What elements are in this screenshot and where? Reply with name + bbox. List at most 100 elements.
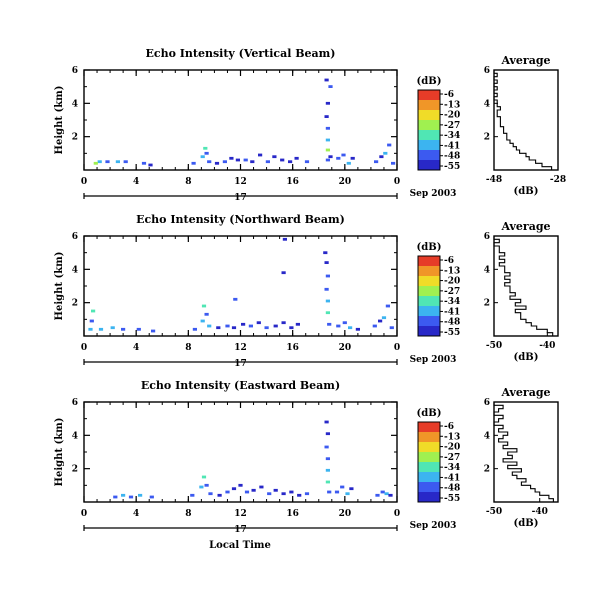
colorbar-frame [417, 255, 441, 337]
echo-cell [348, 326, 353, 330]
colorbar-tick-label: -6 [444, 422, 454, 432]
y-tick-label: 2 [72, 465, 78, 475]
y-tick-label: 4 [72, 265, 78, 275]
echo-cell [248, 324, 253, 328]
echo-cell [98, 327, 104, 331]
echo-cell [281, 271, 286, 275]
echo-cell [372, 324, 377, 328]
echo-cell [141, 161, 147, 165]
echo-cell [272, 155, 277, 159]
day-label: 17 [234, 193, 247, 203]
x-tick-label: 12 [234, 343, 247, 353]
echo-cell [378, 319, 383, 323]
average-title: Average [500, 386, 550, 399]
colorbar-band [418, 316, 440, 327]
echo-cell [148, 163, 153, 167]
echo-cell [374, 160, 379, 164]
x-tick-label: 4 [133, 509, 139, 519]
echo-cell [281, 492, 286, 496]
colorbar-tick-label: -20 [444, 277, 460, 287]
echo-cell [391, 161, 396, 165]
echo-cell [229, 156, 234, 160]
echo-cell [251, 488, 256, 492]
echo-cell [327, 490, 332, 494]
echo-cell [113, 495, 118, 499]
echo-cell [256, 321, 261, 325]
average-x-axis-label: (dB) [514, 352, 539, 363]
x-tick-label: 0 [394, 177, 400, 187]
x-tick-label: 4 [133, 177, 139, 187]
day-label: 17 [234, 525, 247, 535]
colorbar-unit: (dB) [417, 242, 442, 253]
average-y-tick-label: 6 [484, 232, 490, 242]
echo-cell [294, 156, 299, 160]
echo-cell [217, 493, 222, 497]
echo-cell [151, 329, 156, 333]
echo-cell [115, 160, 120, 164]
x-axis-label: Local Time [209, 540, 271, 551]
echo-cell [325, 457, 330, 461]
echo-cell [273, 488, 278, 492]
echo-cell [336, 324, 341, 328]
echo-cell [325, 468, 330, 472]
echo-cell [204, 312, 209, 316]
colorbar-band [418, 286, 440, 297]
echo-cell [324, 261, 329, 264]
echo-cell [91, 309, 96, 313]
echo-cell [381, 316, 387, 320]
y-tick-label: 6 [72, 66, 78, 76]
echo-cell [350, 156, 355, 160]
colorbar-band [418, 100, 440, 111]
average-x-tick-label: -50 [486, 507, 502, 517]
colorbar-band [418, 110, 440, 121]
x-tick-label: 20 [339, 509, 352, 519]
colorbar-tick-label: -6 [444, 90, 454, 100]
colorbar-tick-label: -34 [444, 297, 460, 307]
colorbar-tick-label: -6 [444, 256, 454, 266]
average-x-tick-label: -40 [539, 341, 555, 351]
echo-cell [207, 160, 212, 164]
echo-cell [123, 160, 128, 164]
colorbar-unit: (dB) [417, 76, 442, 87]
echo-cell [233, 297, 238, 301]
x-tick-label: 8 [185, 177, 191, 187]
x-tick-label: 20 [339, 177, 352, 187]
colorbar-band [418, 422, 440, 433]
colorbar-tick-label: -41 [444, 141, 460, 151]
colorbar-tick-label: -41 [444, 473, 460, 483]
echo-cell [281, 321, 286, 325]
echo-cell [340, 485, 345, 489]
echo-cell [304, 160, 310, 164]
x-tick-label: 16 [286, 177, 299, 187]
echo-cell [190, 493, 195, 497]
colorbar-band [418, 452, 440, 463]
echo-cell [200, 319, 205, 323]
x-tick-label: 0 [394, 343, 400, 353]
echo-cell [334, 490, 340, 494]
echo-cell [259, 485, 264, 489]
x-tick-label: 0 [394, 509, 400, 519]
colorbar-tick-label: -41 [444, 307, 460, 317]
colorbar-tick-label: -27 [444, 453, 460, 463]
echo-cell [389, 326, 394, 330]
echo-cell [250, 160, 255, 164]
colorbar-tick-label: -27 [444, 121, 460, 131]
x-tick-label: 4 [133, 343, 139, 353]
colorbar-band [418, 140, 440, 151]
echo-cell [105, 160, 110, 164]
colorbar-tick-label: -34 [444, 131, 460, 141]
date-label: Sep 2003 [410, 189, 457, 199]
echo-cell [325, 274, 330, 278]
average-x-axis-label: (dB) [514, 518, 539, 529]
colorbar-frame [417, 89, 441, 171]
y-tick-label: 4 [72, 431, 78, 441]
average-x-tick-label: -50 [486, 341, 502, 351]
average-frame [493, 235, 559, 337]
average-frame [493, 69, 559, 171]
colorbar-tick-label: -20 [444, 443, 460, 453]
echo-cell [324, 420, 329, 424]
echo-cell [325, 158, 330, 162]
echo-cell [204, 483, 209, 487]
echo-cell [231, 487, 237, 491]
echo-cell [324, 287, 329, 291]
